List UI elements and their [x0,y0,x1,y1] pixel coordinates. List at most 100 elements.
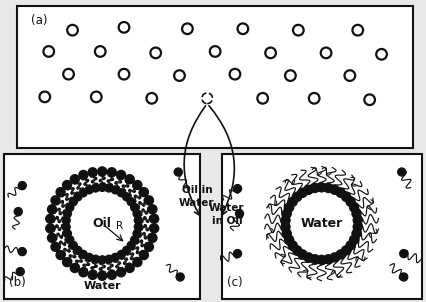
Circle shape [98,167,107,176]
Circle shape [346,241,355,250]
Circle shape [134,223,142,231]
Circle shape [107,270,116,279]
Text: R: R [116,220,124,231]
Circle shape [293,192,302,201]
Circle shape [117,268,126,277]
Circle shape [56,251,65,259]
Circle shape [350,203,359,212]
Circle shape [281,223,290,231]
Circle shape [70,263,79,272]
Circle shape [281,216,290,225]
Circle shape [133,210,141,218]
Circle shape [176,273,184,281]
Circle shape [236,210,244,218]
Circle shape [350,235,359,244]
Circle shape [285,203,294,212]
Circle shape [66,204,74,211]
Circle shape [304,185,313,194]
Circle shape [46,214,55,223]
Circle shape [293,246,302,255]
Circle shape [346,197,355,206]
Circle shape [79,170,88,179]
Circle shape [74,193,82,201]
FancyBboxPatch shape [4,154,200,299]
Circle shape [133,258,142,267]
Circle shape [67,188,138,259]
Circle shape [304,253,313,262]
Text: Oil in
Water: Oil in Water [179,185,215,208]
Text: (c): (c) [227,276,242,289]
Circle shape [48,233,57,243]
Circle shape [92,184,100,192]
Circle shape [144,243,153,251]
FancyBboxPatch shape [17,6,413,148]
Circle shape [125,175,134,184]
Circle shape [18,248,26,255]
Circle shape [317,255,326,264]
Circle shape [353,216,362,225]
Circle shape [51,196,60,205]
Circle shape [150,214,159,223]
Circle shape [298,250,307,259]
Circle shape [63,258,72,267]
Text: Water: Water [83,281,121,291]
Circle shape [174,168,182,176]
Circle shape [117,189,125,197]
Text: Water
in Oil: Water in Oil [209,203,245,226]
Circle shape [63,210,72,218]
Circle shape [92,255,100,263]
Circle shape [233,249,242,258]
Circle shape [62,216,70,224]
Circle shape [285,187,358,260]
Circle shape [107,168,116,177]
Circle shape [88,168,97,177]
Circle shape [117,250,125,259]
Circle shape [282,229,291,238]
Circle shape [133,181,142,190]
Circle shape [125,263,134,272]
Text: (b): (b) [9,276,26,289]
Circle shape [298,188,307,197]
Circle shape [288,241,297,250]
FancyBboxPatch shape [222,154,422,299]
Circle shape [336,250,345,259]
Circle shape [148,233,157,243]
Circle shape [74,246,82,254]
Circle shape [285,235,294,244]
Circle shape [352,209,361,218]
Circle shape [342,246,351,255]
Circle shape [282,209,291,218]
Circle shape [134,216,142,224]
Circle shape [98,271,107,280]
Circle shape [150,224,159,233]
Circle shape [330,185,339,194]
Circle shape [85,253,93,262]
Circle shape [288,197,297,206]
Circle shape [131,204,139,211]
Circle shape [324,255,333,264]
Circle shape [144,196,153,205]
Circle shape [398,168,406,176]
Circle shape [342,192,351,201]
Circle shape [111,186,119,194]
Text: Oil: Oil [93,217,112,230]
Circle shape [69,241,78,249]
Circle shape [317,183,326,192]
Circle shape [117,170,126,179]
Circle shape [69,198,78,206]
Circle shape [16,268,24,276]
Circle shape [233,185,242,193]
Circle shape [336,188,345,197]
Circle shape [79,268,88,277]
Circle shape [79,189,87,197]
Circle shape [46,224,55,233]
Circle shape [51,243,60,251]
Text: (a): (a) [31,14,48,27]
Circle shape [127,241,135,249]
Circle shape [324,184,333,192]
Circle shape [353,223,362,231]
Circle shape [79,250,87,259]
Circle shape [311,255,320,264]
Circle shape [400,249,408,258]
Circle shape [56,188,65,197]
